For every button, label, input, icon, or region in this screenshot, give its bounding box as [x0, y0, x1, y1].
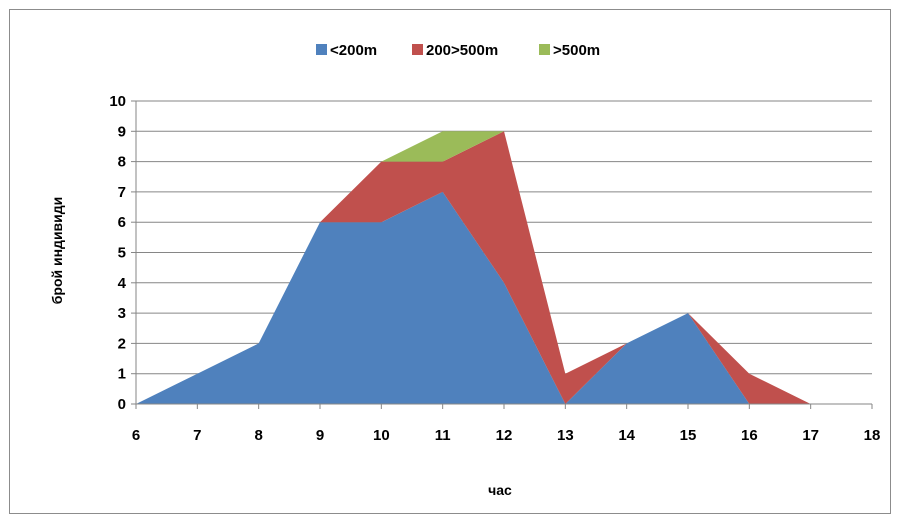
- legend-swatch-1: [412, 44, 423, 55]
- x-tick-label-7: 7: [193, 427, 201, 444]
- legend-item-0: <200m: [316, 42, 377, 59]
- x-tick-label-13: 13: [557, 427, 574, 444]
- legend-label-2: >500m: [553, 42, 600, 59]
- y-tick-label-5: 5: [118, 245, 126, 262]
- x-tick-label-6: 6: [132, 427, 140, 444]
- x-tick-labels: 6 7 8 9 10 11 12 13 14 15 16 17 18: [132, 404, 881, 444]
- x-tick-label-15: 15: [680, 427, 697, 444]
- area-series-0: [136, 191, 811, 404]
- x-tick-label-12: 12: [496, 427, 513, 444]
- x-tick-label-14: 14: [618, 427, 635, 444]
- legend-swatch-0: [316, 44, 327, 55]
- legend-label-0: <200m: [330, 42, 377, 59]
- area-series-1: [136, 131, 811, 405]
- x-tick-label-16: 16: [741, 427, 758, 444]
- legend: <200m 200>500m >500m: [316, 42, 600, 59]
- legend-swatch-2: [539, 44, 550, 55]
- x-axis-title: час: [488, 482, 512, 498]
- y-tick-label-7: 7: [118, 184, 126, 201]
- legend-label-1: 200>500m: [426, 42, 498, 59]
- y-tick-labels: 0 1 2 3 4 5 6 7 8 9 10: [109, 93, 136, 413]
- x-tick-label-11: 11: [435, 427, 451, 444]
- y-tick-label-3: 3: [118, 305, 126, 322]
- y-tick-label-6: 6: [118, 214, 126, 231]
- chart-frame: 0 1 2 3 4 5 6 7 8 9 10 6 7 8 9 10 11 12 13 14 15 16 17 18 <200…: [9, 9, 891, 514]
- x-tick-label-9: 9: [316, 427, 324, 444]
- y-tick-label-2: 2: [118, 335, 126, 352]
- x-tick-label-18: 18: [864, 427, 881, 444]
- y-tick-label-1: 1: [118, 366, 126, 383]
- y-tick-label-8: 8: [118, 154, 126, 171]
- y-tick-label-0: 0: [118, 396, 126, 413]
- legend-item-2: >500m: [539, 42, 600, 59]
- x-tick-label-8: 8: [254, 427, 262, 444]
- y-axis-title: брой индивиди: [49, 197, 65, 305]
- x-tick-label-17: 17: [802, 427, 819, 444]
- series-areas: [136, 131, 811, 405]
- y-tick-label-4: 4: [118, 275, 127, 292]
- y-tick-label-9: 9: [118, 123, 126, 140]
- y-tick-label-10: 10: [109, 93, 126, 110]
- x-tick-label-10: 10: [373, 427, 390, 444]
- legend-item-1: 200>500m: [412, 42, 498, 59]
